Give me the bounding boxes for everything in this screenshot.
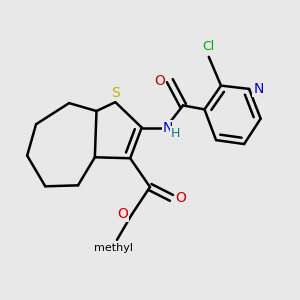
Text: H: H (171, 127, 180, 140)
Text: Cl: Cl (203, 40, 215, 53)
Text: O: O (175, 191, 186, 205)
Text: N: N (253, 82, 263, 96)
Text: O: O (117, 207, 128, 221)
Text: methyl: methyl (94, 243, 133, 253)
Text: S: S (111, 86, 120, 100)
Text: O: O (154, 74, 165, 88)
Text: N: N (162, 121, 173, 134)
